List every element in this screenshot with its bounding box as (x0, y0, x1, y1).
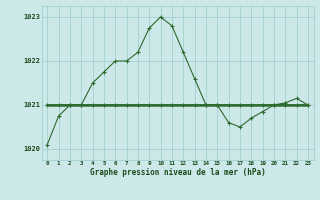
X-axis label: Graphe pression niveau de la mer (hPa): Graphe pression niveau de la mer (hPa) (90, 168, 266, 177)
